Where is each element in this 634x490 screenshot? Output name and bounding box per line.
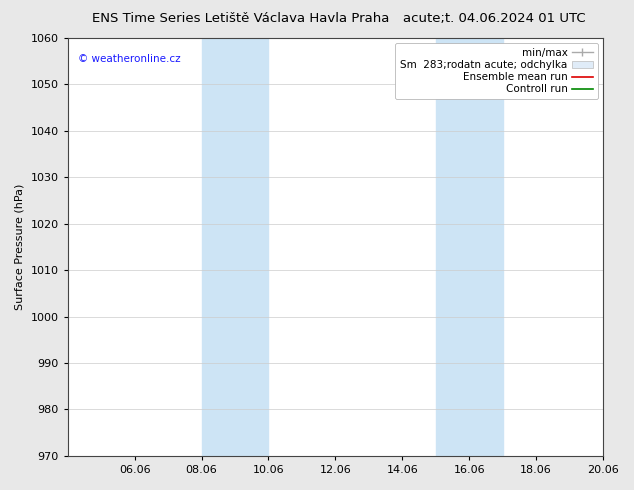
Bar — [436, 38, 503, 456]
Text: © weatheronline.cz: © weatheronline.cz — [79, 54, 181, 64]
Bar — [202, 38, 268, 456]
Y-axis label: Surface Pressure (hPa): Surface Pressure (hPa) — [15, 184, 25, 310]
Text: acute;t. 04.06.2024 01 UTC: acute;t. 04.06.2024 01 UTC — [403, 12, 586, 25]
Legend: min/max, Sm  283;rodatn acute; odchylka, Ensemble mean run, Controll run: min/max, Sm 283;rodatn acute; odchylka, … — [395, 43, 598, 99]
Text: ENS Time Series Letiště Václava Havla Praha: ENS Time Series Letiště Václava Havla Pr… — [92, 12, 390, 25]
